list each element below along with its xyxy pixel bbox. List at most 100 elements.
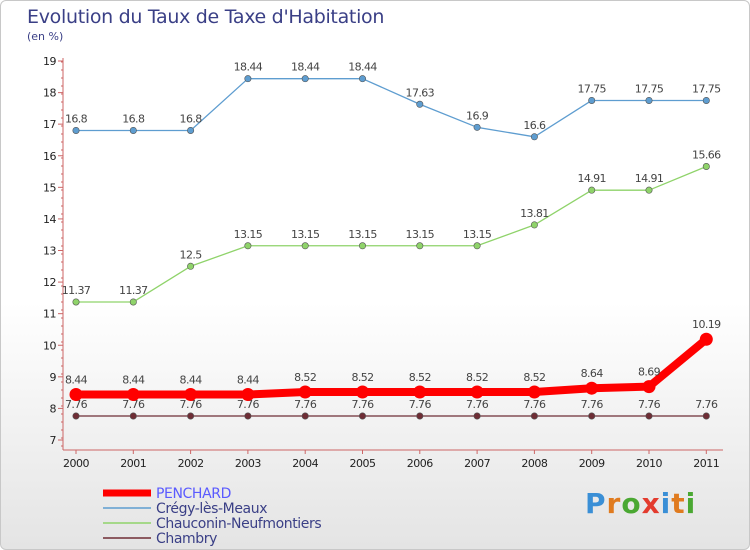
data-point bbox=[416, 412, 424, 420]
data-point bbox=[530, 412, 538, 420]
data-label: 17.75 bbox=[577, 82, 606, 95]
data-label: 8.52 bbox=[466, 371, 488, 384]
x-tick-label: 2011 bbox=[693, 457, 719, 470]
y-tick-label: 13 bbox=[43, 245, 56, 258]
data-label: 16.8 bbox=[180, 112, 203, 125]
data-point bbox=[187, 126, 195, 134]
data-point bbox=[244, 242, 252, 250]
x-tick-label: 2006 bbox=[407, 457, 433, 470]
data-label: 10.19 bbox=[692, 318, 721, 331]
data-label: 15.66 bbox=[692, 148, 721, 161]
data-label: 7.76 bbox=[65, 398, 88, 411]
y-tick-label: 11 bbox=[43, 308, 56, 321]
data-point bbox=[241, 388, 255, 402]
series-line bbox=[76, 165, 707, 303]
x-tick-label: 2003 bbox=[235, 457, 261, 470]
data-label: 8.44 bbox=[122, 374, 145, 387]
data-label: 8.64 bbox=[581, 367, 604, 380]
legend-label: PENCHARD bbox=[156, 486, 231, 502]
data-label: 8.44 bbox=[180, 374, 203, 387]
data-label: 14.91 bbox=[635, 172, 664, 185]
data-point bbox=[416, 100, 424, 108]
data-point bbox=[358, 75, 366, 83]
data-point bbox=[413, 385, 427, 399]
logo-letter: P bbox=[585, 487, 607, 520]
data-point bbox=[358, 412, 366, 420]
data-point bbox=[416, 242, 424, 250]
legend-label: Crégy-lès-Meaux bbox=[156, 501, 267, 517]
data-label: 13.81 bbox=[520, 207, 549, 220]
data-point bbox=[645, 96, 653, 104]
data-point bbox=[470, 385, 484, 399]
data-label: 13.15 bbox=[234, 228, 263, 241]
data-label: 7.76 bbox=[122, 398, 145, 411]
data-point bbox=[301, 75, 309, 83]
data-label: 8.52 bbox=[523, 371, 545, 384]
y-tick-label: 17 bbox=[43, 118, 56, 131]
data-point bbox=[187, 262, 195, 270]
data-point bbox=[527, 385, 541, 399]
logo-letter: r bbox=[606, 487, 622, 520]
data-label: 7.76 bbox=[180, 398, 203, 411]
legend-label: Chambry bbox=[156, 531, 217, 547]
data-point bbox=[588, 412, 596, 420]
data-point bbox=[358, 242, 366, 250]
data-point bbox=[356, 385, 369, 399]
data-point bbox=[642, 380, 656, 394]
data-label: 13.15 bbox=[348, 228, 377, 241]
data-label: 18.44 bbox=[348, 61, 377, 74]
x-tick-label: 2005 bbox=[350, 457, 376, 470]
data-label: 7.76 bbox=[638, 398, 661, 411]
data-label: 13.15 bbox=[463, 228, 492, 241]
y-tick-label: 9 bbox=[50, 371, 57, 384]
y-tick-label: 19 bbox=[43, 55, 56, 68]
data-label: 8.44 bbox=[237, 374, 260, 387]
data-point bbox=[184, 388, 198, 402]
data-point bbox=[530, 133, 538, 141]
data-point bbox=[473, 123, 481, 131]
data-point bbox=[301, 412, 309, 420]
data-label: 16.6 bbox=[523, 119, 546, 132]
data-point bbox=[72, 126, 80, 134]
proxiti-logo: Proxiti bbox=[585, 487, 696, 520]
data-label: 18.44 bbox=[234, 61, 263, 74]
data-point bbox=[473, 242, 481, 250]
data-point bbox=[72, 412, 80, 420]
data-label: 7.76 bbox=[466, 398, 489, 411]
series-line bbox=[76, 336, 709, 399]
x-tick-label: 2002 bbox=[178, 457, 204, 470]
x-tick-label: 2001 bbox=[120, 457, 146, 470]
legend-label: Chauconin-Neufmontiers bbox=[156, 516, 321, 532]
x-tick-label: 2000 bbox=[63, 457, 89, 470]
data-label: 8.69 bbox=[638, 366, 661, 379]
data-point bbox=[129, 412, 137, 420]
data-point bbox=[69, 388, 83, 402]
data-label: 7.76 bbox=[523, 398, 546, 411]
data-label: 7.76 bbox=[581, 398, 604, 411]
data-point bbox=[244, 75, 252, 83]
data-label: 8.52 bbox=[351, 371, 373, 384]
logo-letter: i bbox=[685, 487, 697, 520]
logo-letter: x bbox=[641, 487, 661, 520]
data-point bbox=[702, 162, 710, 170]
logo-letter: o bbox=[621, 487, 642, 520]
data-point bbox=[699, 332, 713, 346]
data-point bbox=[129, 126, 137, 134]
data-label: 16.8 bbox=[122, 112, 145, 125]
data-label: 17.63 bbox=[406, 86, 435, 99]
data-point bbox=[301, 242, 309, 250]
x-tick-label: 2008 bbox=[521, 457, 547, 470]
data-label: 8.52 bbox=[294, 371, 316, 384]
x-tick-label: 2009 bbox=[579, 457, 605, 470]
data-label: 11.37 bbox=[62, 284, 91, 297]
data-label: 14.91 bbox=[577, 172, 606, 185]
data-point bbox=[530, 221, 538, 229]
logo-letter: t bbox=[671, 487, 686, 520]
data-point bbox=[187, 412, 195, 420]
data-point bbox=[588, 186, 596, 194]
data-label: 13.15 bbox=[291, 228, 320, 241]
data-point bbox=[298, 385, 312, 399]
x-tick-label: 2007 bbox=[464, 457, 490, 470]
data-point bbox=[645, 412, 653, 420]
data-label: 7.76 bbox=[695, 398, 718, 411]
